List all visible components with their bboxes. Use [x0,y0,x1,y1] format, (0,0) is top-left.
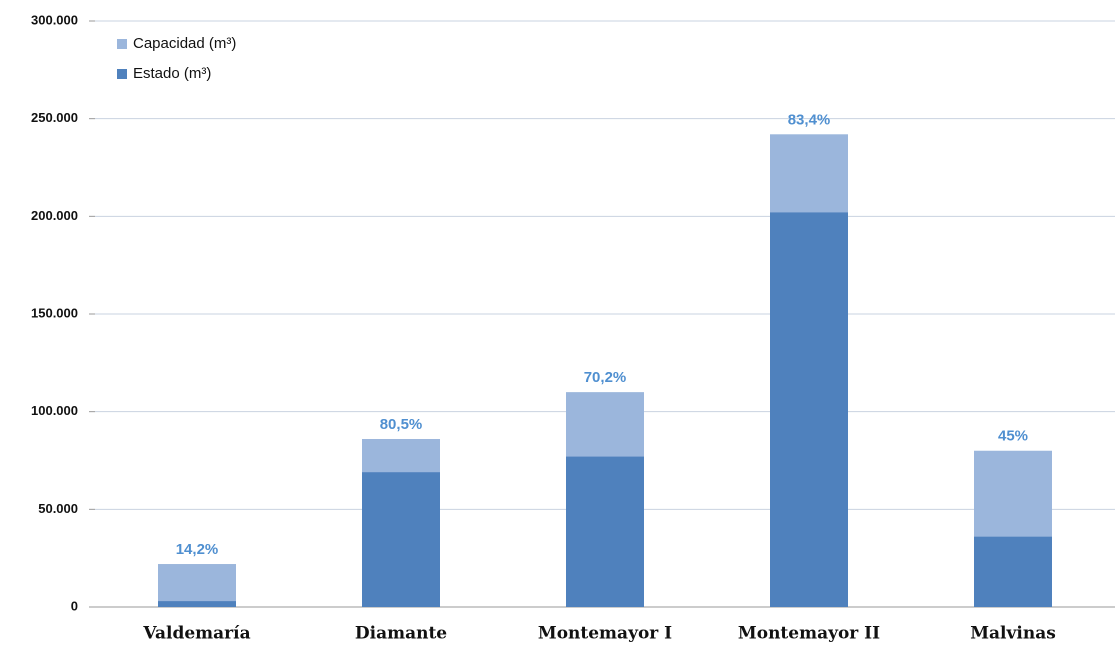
legend-label: Capacidad (m³) [133,35,236,52]
bar [566,456,644,607]
x-tick-label: Montemayor I [538,624,672,644]
y-tick-label: 100.000 [31,403,78,418]
x-tick-label: Malvinas [970,624,1056,644]
bar-annotation: 45% [998,428,1028,445]
y-tick-label: 0 [71,598,78,613]
y-tick-label: 200.000 [31,208,78,223]
legend-swatch [117,39,127,49]
bar [158,601,236,607]
bar [158,564,236,607]
bar-annotation: 70,2% [584,369,627,386]
x-tick-label: Valdemaría [142,624,250,644]
bar-annotation: 80,5% [380,416,423,433]
y-tick-label: 300.000 [31,12,78,27]
x-tick-label: Diamante [355,624,447,644]
y-tick-label: 250.000 [31,110,78,125]
legend-swatch [117,69,127,79]
bar [362,472,440,607]
bar-annotation: 14,2% [176,541,219,558]
y-tick-label: 150.000 [31,305,78,320]
legend-label: Estado (m³) [133,65,211,82]
y-tick-label: 50.000 [38,501,78,516]
x-tick-label: Montemayor II [738,624,880,644]
bar-annotation: 83,4% [788,111,831,128]
bar [974,536,1052,607]
bar [770,212,848,607]
